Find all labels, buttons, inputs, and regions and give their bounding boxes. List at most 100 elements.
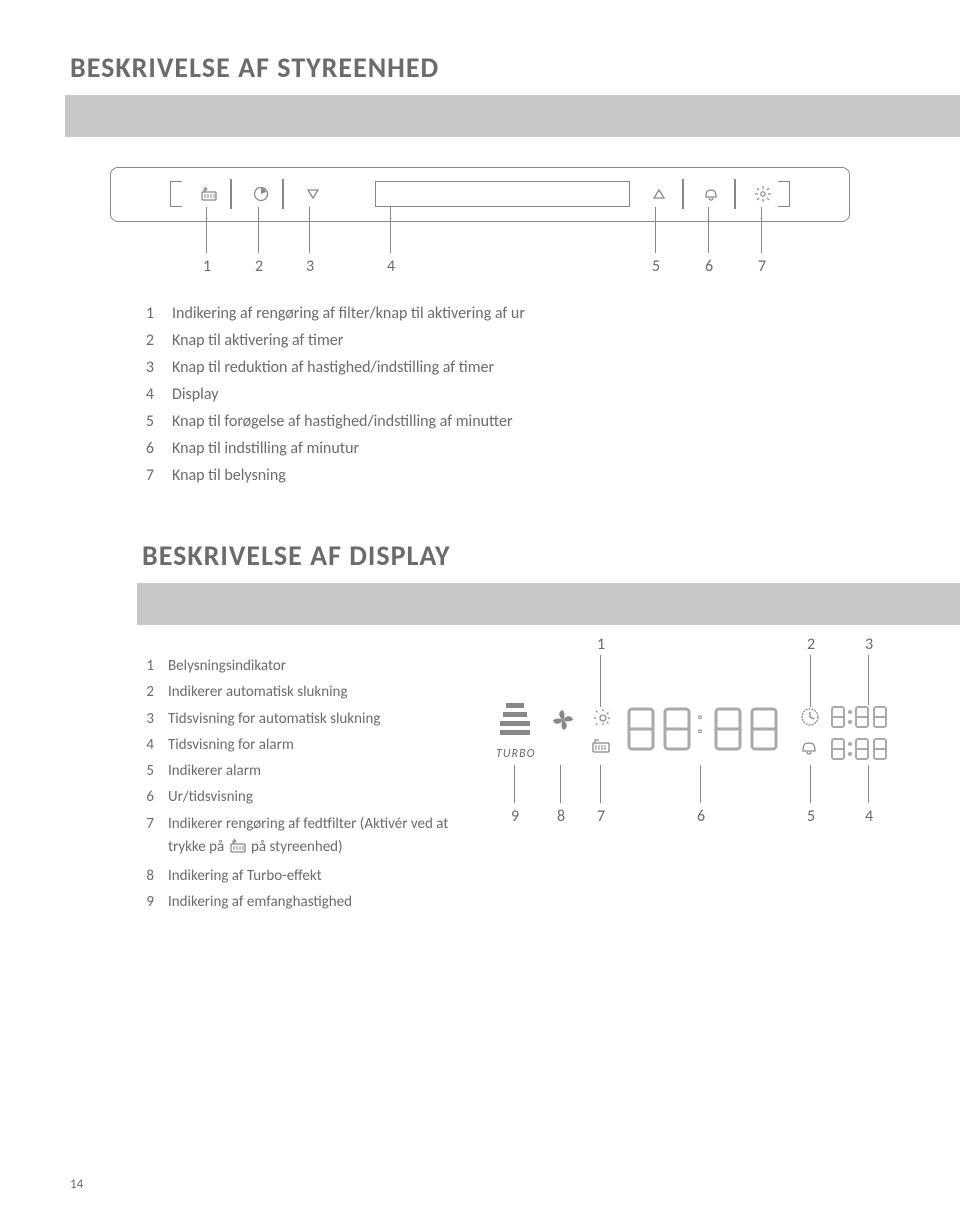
- item-num: 9: [140, 891, 154, 914]
- section2-title-bar: [137, 583, 960, 625]
- list-item: 3Knap til reduktion af hastighed/indstil…: [140, 356, 890, 380]
- triangle-down-icon: [302, 183, 324, 205]
- list-item: 2Knap til aktivering af timer: [140, 329, 890, 353]
- leader-line: [600, 765, 601, 803]
- list-item: 4Tidsvisning for alarm: [140, 734, 470, 757]
- item-text: Indikering af emfanghastighed: [168, 891, 352, 914]
- leader-line: [258, 207, 259, 253]
- item-num: 4: [140, 734, 154, 757]
- callout-num: 2: [803, 635, 819, 654]
- callout-num: 7: [593, 807, 609, 826]
- list-item: 6 Knap til indstilling af minutur: [140, 437, 890, 461]
- section1-list: 1 Indikering af rengøring af filter/knap …: [140, 302, 890, 488]
- seven-segment-icon: [712, 705, 782, 767]
- list-item: 8Indikering af Turbo-effekt: [140, 865, 470, 888]
- callout-num: 5: [803, 807, 819, 826]
- leader-line: [868, 655, 869, 705]
- section2-list: 1Belysningsindikator 2 Indikerer automati…: [140, 655, 470, 918]
- list-item: 7 Indikerer rengøring af fedtfilter (Akt…: [140, 813, 470, 863]
- divider: [734, 179, 736, 209]
- item-text: Knap til forøgelse af hastighed/indstill…: [172, 410, 513, 434]
- bracket-left-icon: [170, 181, 182, 207]
- list-item: 1Belysningsindikator: [140, 655, 470, 678]
- light-icon: [752, 183, 774, 205]
- list-item: 5 Indikerer alarm: [140, 760, 470, 783]
- seven-segment-icon: [625, 705, 695, 767]
- leader-line: [700, 765, 701, 803]
- leader-line: [206, 207, 207, 253]
- item-text: Knap til aktivering af timer: [172, 329, 343, 353]
- list-item: 4 Display: [140, 383, 890, 407]
- item-num: 6: [140, 437, 154, 461]
- item-num: 5: [140, 760, 154, 783]
- callout-num: 4: [861, 807, 877, 826]
- item-num: 4: [140, 383, 154, 407]
- speed-bars-icon: [500, 703, 530, 739]
- item-num: 7: [140, 813, 154, 863]
- item-num: 3: [140, 708, 154, 731]
- item-num: 1: [140, 302, 154, 326]
- leader-line: [868, 765, 869, 803]
- section1-title-block: BESKRIVELSE AF STYREENHED: [70, 40, 890, 137]
- callout-num: 1: [197, 257, 217, 276]
- clock-icon: [800, 707, 820, 733]
- callout-num: 4: [381, 257, 401, 276]
- item-text: Knap til belysning: [172, 464, 286, 488]
- item-text: Indikerer rengøring af fedtfilter (Aktiv…: [168, 813, 468, 863]
- display-diagram: 1 2 3 TURBO ▫▫: [490, 655, 890, 845]
- timer-icon: [250, 183, 272, 205]
- item-num: 2: [140, 681, 154, 704]
- sun-icon: [592, 707, 614, 734]
- leader-line: [761, 207, 762, 253]
- section1-title: BESKRIVELSE AF STYREENHED: [70, 40, 890, 95]
- control-panel-diagram: 1 2 3 4 5 6 7: [110, 167, 850, 277]
- fan-icon: [550, 707, 576, 740]
- section2-title-block: BESKRIVELSE AF DISPLAY: [142, 528, 890, 625]
- divider: [682, 179, 684, 209]
- filter-icon: [228, 838, 248, 862]
- colon-icon: ▫▫: [698, 711, 702, 739]
- item-text-b: på styreenhed): [251, 838, 343, 856]
- item-text: Knap til indstilling af minutur: [172, 437, 359, 461]
- leader-line: [708, 207, 709, 253]
- item-text: Indikerer alarm: [168, 760, 261, 783]
- bell-icon: [700, 183, 722, 205]
- leader-line: [390, 207, 391, 253]
- callout-num: 3: [300, 257, 320, 276]
- list-item: 6Ur/tidsvisning: [140, 786, 470, 809]
- leader-line: [309, 207, 310, 253]
- item-text: Indikering af Turbo-effekt: [168, 865, 322, 888]
- leader-line: [600, 655, 601, 707]
- leader-line: [810, 765, 811, 803]
- list-item: 7 Knap til belysning: [140, 464, 890, 488]
- bracket-right-icon: [778, 181, 790, 207]
- leader-line: [655, 207, 656, 253]
- section1-title-bar: [65, 95, 960, 137]
- callout-num: 3: [861, 635, 877, 654]
- callout-num: 9: [507, 807, 523, 826]
- callout-num: 6: [699, 257, 719, 276]
- item-text: Indikering af rengøring af filter/knap t…: [172, 302, 525, 326]
- filter-icon: [590, 737, 612, 760]
- item-num: 5: [140, 410, 154, 434]
- list-item: 5 Knap til forøgelse af hastighed/indstil…: [140, 410, 890, 434]
- item-text: Belysningsindikator: [168, 655, 286, 678]
- item-text: Indikerer automatisk slukning: [168, 681, 348, 704]
- page-number: 14: [70, 1177, 83, 1192]
- callout-num: 7: [752, 257, 772, 276]
- leader-line: [560, 765, 561, 803]
- turbo-label: TURBO: [496, 747, 535, 761]
- callout-num: 2: [249, 257, 269, 276]
- list-item: 9 Indikering af emfanghastighed: [140, 891, 470, 914]
- item-num: 7: [140, 464, 154, 488]
- divider: [230, 179, 232, 209]
- callout-num: 8: [553, 807, 569, 826]
- triangle-up-icon: [648, 183, 670, 205]
- list-item: 1 Indikering af rengøring af filter/knap …: [140, 302, 890, 326]
- list-item: 2 Indikerer automatisk slukning: [140, 681, 470, 704]
- item-text: Display: [172, 383, 218, 407]
- callout-num: 1: [593, 635, 609, 654]
- seven-segment-small-icon: [830, 737, 910, 768]
- item-text: Ur/tidsvisning: [168, 786, 253, 809]
- callout-num: 5: [646, 257, 666, 276]
